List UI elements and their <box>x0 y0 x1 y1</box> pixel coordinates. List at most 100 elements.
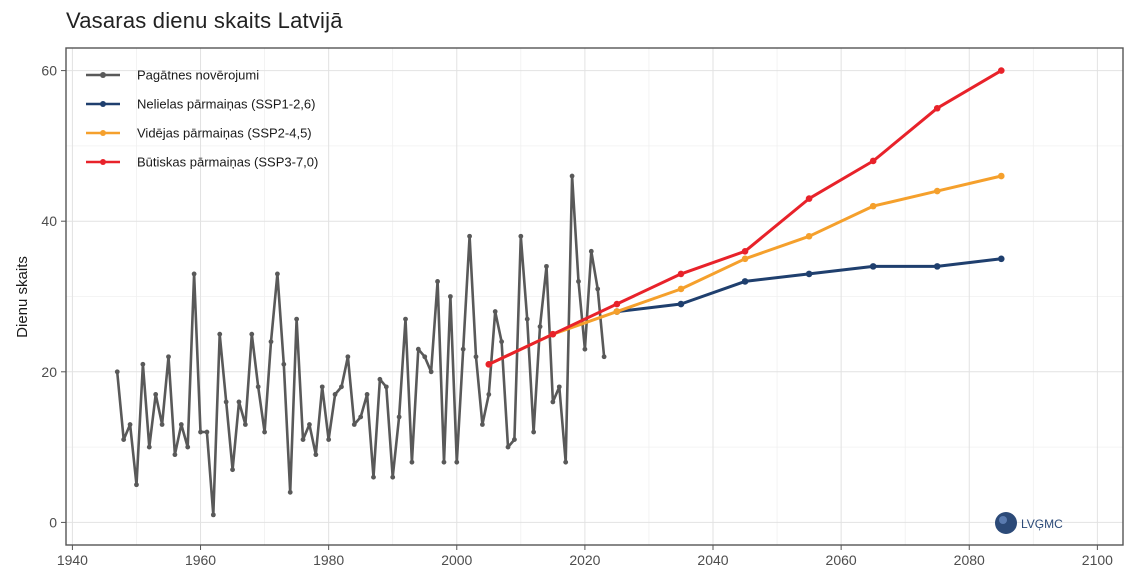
data-point <box>223 399 229 405</box>
legend-label: Pagātnes novērojumi <box>137 68 259 83</box>
data-point <box>236 399 242 405</box>
data-point <box>358 414 364 420</box>
legend-key-point <box>100 101 106 107</box>
legend-key-point <box>100 159 106 165</box>
data-point <box>191 271 197 277</box>
data-point <box>114 369 120 375</box>
data-point <box>537 324 543 330</box>
data-point <box>933 187 941 195</box>
data-point <box>569 173 575 179</box>
data-point <box>217 331 223 337</box>
data-point <box>741 255 749 263</box>
y-axis-title: Dienu skaits <box>14 256 31 338</box>
data-point <box>454 459 460 465</box>
data-point <box>556 384 562 390</box>
data-point <box>198 429 203 435</box>
data-point <box>595 286 601 292</box>
data-point <box>140 361 146 367</box>
data-point <box>997 67 1005 74</box>
legend-label: Vidējas pārmaiņas (SSP2-4,5) <box>137 126 312 141</box>
axis-layer: 1940 1960 1980 2000 2020 2040 2060 2080 21000204… <box>41 63 1113 568</box>
data-point <box>185 444 191 450</box>
data-point <box>601 354 607 360</box>
data-point <box>435 279 440 284</box>
data-point <box>441 459 447 465</box>
data-point <box>613 308 621 315</box>
lvgmc-logo-highlight <box>999 516 1007 524</box>
data-point <box>582 346 588 352</box>
data-point <box>364 391 370 397</box>
data-point <box>345 354 351 360</box>
data-point <box>403 316 408 322</box>
data-point <box>415 346 421 352</box>
data-point <box>805 270 813 278</box>
lvgmc-logo: LVĢMC <box>995 512 1063 534</box>
data-point <box>869 202 877 210</box>
data-point <box>230 467 235 473</box>
legend-key-point <box>100 130 106 136</box>
data-point <box>524 316 530 322</box>
data-point <box>505 444 511 450</box>
series-layer <box>114 67 1005 518</box>
data-point <box>550 399 556 405</box>
data-point <box>492 309 498 314</box>
data-point <box>741 278 749 285</box>
data-point <box>178 422 184 427</box>
data-point <box>869 157 877 165</box>
data-point <box>499 339 505 345</box>
data-point <box>326 437 332 442</box>
legend: Pagātnes novērojumi Nelielas pārmaiņas (S… <box>86 68 318 170</box>
data-point <box>486 391 492 397</box>
legend-label: Nelielas pārmaiņas (SSP1-2,6) <box>137 97 315 112</box>
grid-layer <box>66 48 1123 545</box>
data-point <box>460 346 466 352</box>
x-tick-label: 1960 <box>185 552 216 568</box>
data-point <box>997 172 1005 180</box>
data-point <box>121 437 127 442</box>
data-point <box>339 384 344 390</box>
plot-border <box>65 47 1124 546</box>
y-tick-label: 0 <box>49 514 57 530</box>
data-point <box>805 232 813 240</box>
data-point <box>473 354 479 360</box>
data-point <box>428 369 434 375</box>
data-point <box>166 354 171 360</box>
data-point <box>518 233 524 239</box>
data-point <box>287 489 293 495</box>
data-point <box>377 376 383 382</box>
data-point <box>447 294 453 299</box>
data-point <box>613 300 621 308</box>
y-tick-label: 20 <box>41 364 57 380</box>
x-tick-label: 2080 <box>954 552 985 568</box>
data-point <box>319 384 325 390</box>
legend-key-point <box>100 72 106 78</box>
data-point <box>159 422 165 427</box>
data-point <box>576 279 581 284</box>
x-tick-label: 1940 <box>57 552 88 568</box>
data-point <box>805 195 813 202</box>
data-point <box>677 285 685 293</box>
data-point <box>204 429 210 435</box>
data-point <box>677 270 685 278</box>
data-point <box>300 437 306 442</box>
y-tick-label: 40 <box>41 213 57 229</box>
series-3 <box>485 67 1005 368</box>
x-tick-label: 2020 <box>569 552 600 568</box>
x-tick-label: 2100 <box>1082 552 1113 568</box>
data-point <box>588 248 594 254</box>
data-point <box>396 414 402 420</box>
data-point <box>172 452 178 458</box>
x-tick-label: 2060 <box>826 552 857 568</box>
data-point <box>485 360 493 368</box>
data-point <box>479 422 485 427</box>
data-point <box>294 316 300 322</box>
data-point <box>383 384 389 390</box>
chart-title: Vasaras dienu skaits Latvijā <box>66 8 343 33</box>
data-point <box>275 271 280 277</box>
data-point <box>531 429 537 435</box>
data-point <box>281 361 287 367</box>
data-point <box>307 422 312 427</box>
legend-label: Būtiskas pārmaiņas (SSP3-7,0) <box>137 155 318 170</box>
data-point <box>390 474 396 480</box>
data-point <box>741 248 749 255</box>
